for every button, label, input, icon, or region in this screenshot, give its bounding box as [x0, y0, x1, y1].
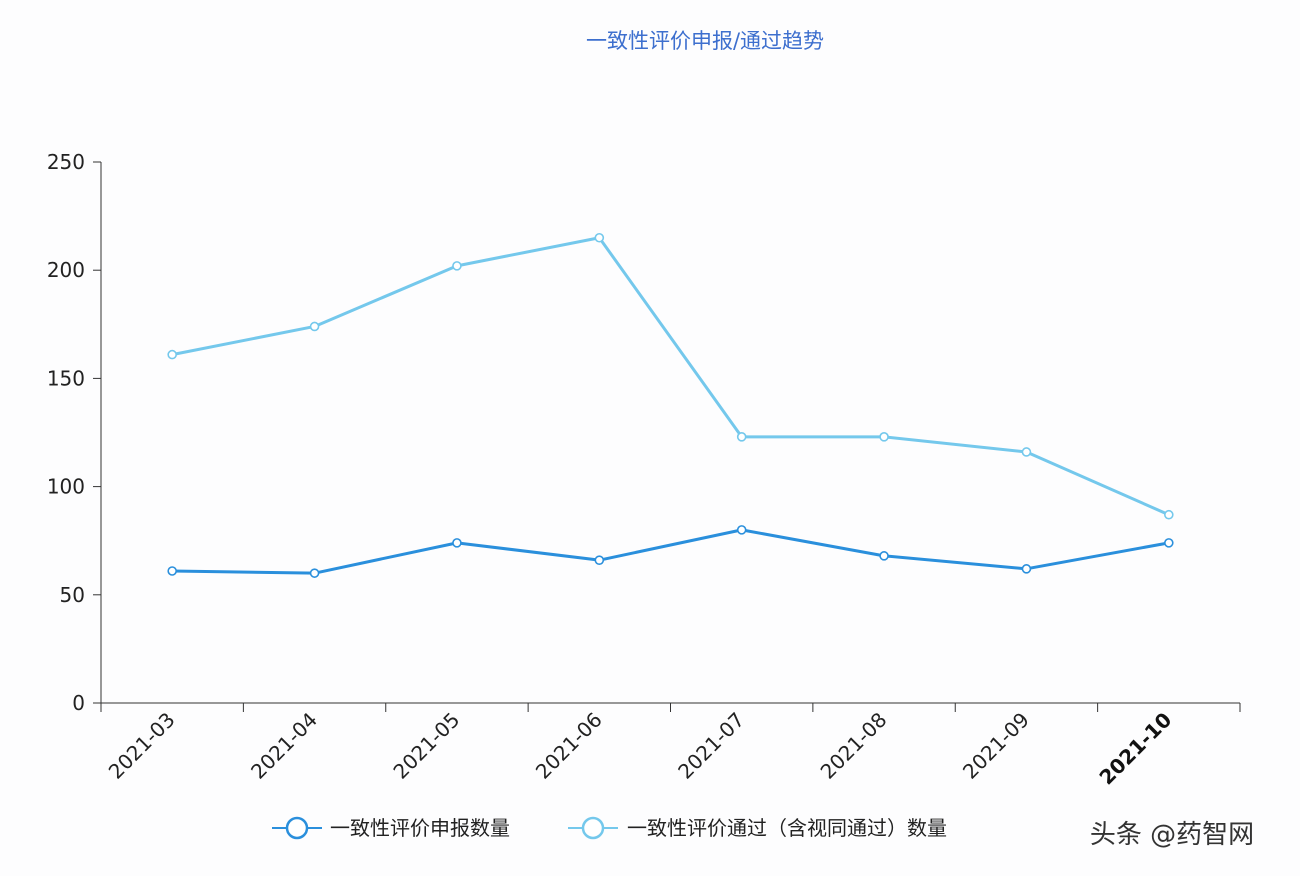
series-2-point[interactable] [594, 232, 605, 243]
series-2-point[interactable] [736, 432, 747, 442]
x-tick-label: 2021-09 [958, 708, 1034, 784]
y-tick-label: 150 [47, 366, 85, 390]
series-2-point[interactable] [452, 261, 462, 271]
series-1-point[interactable] [309, 568, 320, 578]
legend[interactable]: 一致性评价申报数量 一致性评价通过（含视同通过）数量 [272, 816, 947, 840]
x-tick-label: 2021-05 [388, 708, 464, 784]
series-layer [167, 232, 1174, 578]
x-tick-label: 2021-10 [1094, 708, 1176, 790]
series-1-point[interactable] [452, 538, 462, 548]
legend-item-1[interactable]: 一致性评价申报数量 [330, 816, 510, 840]
y-tick-label: 50 [60, 583, 85, 607]
series-line-2 [171, 236, 1170, 517]
series-1-point[interactable] [167, 566, 177, 576]
y-tick-label: 100 [47, 475, 85, 499]
series-1-point[interactable] [1021, 564, 1032, 574]
x-tick-label: 2021-07 [673, 708, 749, 784]
series-line-1 [172, 528, 1170, 575]
y-tick-label: 250 [47, 150, 85, 174]
series-2-point[interactable] [309, 321, 320, 332]
series-2-point[interactable] [879, 432, 889, 442]
series-1-point[interactable] [736, 525, 747, 535]
x-tick-label: 2021-04 [246, 708, 322, 784]
legend-swatch-marker [581, 816, 605, 840]
series-1-point[interactable] [1164, 538, 1174, 548]
series-1-point[interactable] [594, 555, 605, 565]
chart-title: 一致性评价申报/通过趋势 [586, 29, 824, 53]
series-1-point[interactable] [879, 551, 889, 561]
legend-item-2[interactable]: 一致性评价通过（含视同通过）数量 [627, 816, 947, 840]
series-2-point[interactable] [167, 349, 177, 360]
y-tick-label: 0 [72, 691, 85, 715]
x-tick-label: 2021-08 [816, 708, 892, 784]
watermark: 头条 @药智网 [1090, 820, 1254, 850]
y-tick-label: 200 [47, 258, 85, 282]
series-2-point[interactable] [1164, 509, 1174, 520]
x-tick-label: 2021-03 [104, 708, 180, 784]
x-tick-label: 2021-06 [531, 708, 607, 784]
series-2-point[interactable] [1021, 447, 1032, 457]
axes: 0 50 100 150 200 250 2021-03 2021-04 2021-05 2021… [47, 150, 1241, 790]
legend-swatch-marker [285, 816, 309, 840]
